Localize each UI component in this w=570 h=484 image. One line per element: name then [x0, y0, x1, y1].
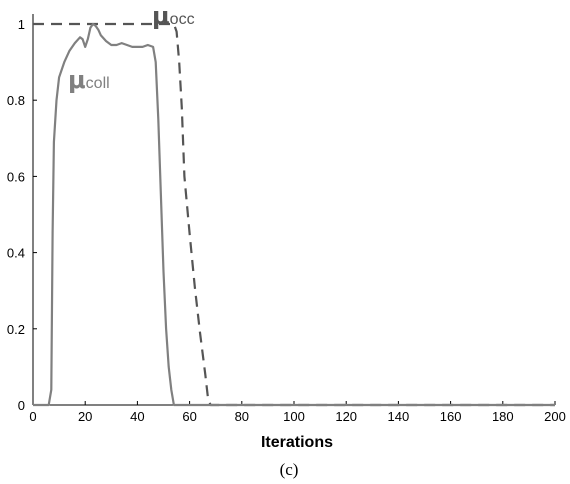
x-tick-label: 20: [78, 409, 92, 424]
series-layer: [33, 22, 555, 407]
x-tick-label: 160: [440, 409, 462, 424]
x-tick-label: 100: [283, 409, 305, 424]
y-tick-label: 0: [18, 398, 25, 413]
y-tick-label: 0.2: [7, 322, 25, 337]
y-tick-label: 0.4: [7, 246, 25, 261]
mu-coll-label: μcoll: [68, 66, 110, 94]
series-labels: μocc μcoll: [68, 2, 195, 94]
x-tick-label: 140: [388, 409, 410, 424]
axes: 0 20 40 60 80 100 120 140 160 180 200 0 0.2 0.4 0.6 0.8…: [7, 14, 566, 424]
x-tick-label: 120: [335, 409, 357, 424]
x-axis-label: Iterations: [261, 434, 333, 451]
y-tick-label: 0.8: [7, 93, 25, 108]
y-tick-label: 1: [18, 17, 25, 32]
y-tick-label: 0.6: [7, 169, 25, 184]
x-tick-label: 80: [235, 409, 249, 424]
x-tick-label: 180: [492, 409, 514, 424]
x-tick-label: 60: [182, 409, 196, 424]
x-tick-label: 200: [544, 409, 566, 424]
x-tick-label: 0: [29, 409, 36, 424]
mu-occ-line: [33, 22, 555, 407]
mu-occ-label: μocc: [152, 2, 195, 30]
mu-coll-line: [33, 22, 555, 407]
figure-caption: (c): [280, 460, 299, 479]
x-tick-label: 40: [130, 409, 144, 424]
